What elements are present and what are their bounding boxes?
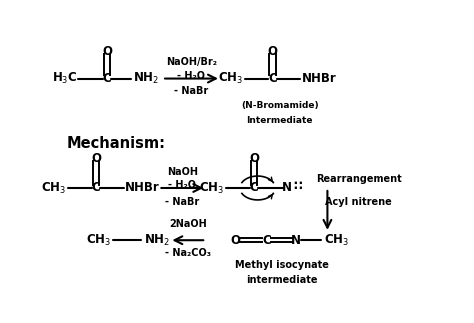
- Text: CH$_3$: CH$_3$: [42, 181, 66, 195]
- Text: N: N: [291, 234, 301, 247]
- Text: NH$_2$: NH$_2$: [133, 71, 159, 86]
- Text: O: O: [91, 151, 101, 165]
- Text: H$_3$C: H$_3$C: [52, 71, 78, 86]
- Text: O: O: [249, 151, 259, 165]
- Text: Acyl nitrene: Acyl nitrene: [325, 197, 392, 207]
- Text: NH$_2$: NH$_2$: [144, 233, 170, 248]
- Text: C: C: [103, 72, 111, 85]
- Text: NHBr: NHBr: [301, 72, 337, 85]
- Text: ∷: ∷: [294, 180, 302, 193]
- Text: CH$_3$: CH$_3$: [324, 233, 349, 248]
- Text: CH$_3$: CH$_3$: [200, 181, 225, 195]
- Text: - Na₂CO₃: - Na₂CO₃: [165, 248, 211, 258]
- Text: (N-Bromamide): (N-Bromamide): [241, 101, 319, 110]
- Text: CH$_3$: CH$_3$: [218, 71, 243, 86]
- Text: intermediate: intermediate: [246, 275, 317, 285]
- Text: C: C: [250, 182, 258, 194]
- Text: O: O: [102, 45, 112, 58]
- Text: Mechanism:: Mechanism:: [66, 136, 165, 151]
- Text: Methyl isocynate: Methyl isocynate: [235, 260, 328, 270]
- Text: - NaBr: - NaBr: [165, 197, 200, 207]
- Text: N: N: [282, 182, 292, 194]
- Text: O: O: [230, 234, 241, 247]
- Text: Intermediate: Intermediate: [246, 116, 313, 125]
- Text: C: C: [268, 72, 277, 85]
- Text: O: O: [267, 45, 277, 58]
- Text: 2NaOH: 2NaOH: [169, 219, 207, 229]
- Text: - H₂O: - H₂O: [177, 71, 206, 81]
- Text: C: C: [263, 234, 271, 247]
- Text: - H₂O: - H₂O: [168, 181, 196, 191]
- Text: CH$_3$: CH$_3$: [86, 233, 110, 248]
- Text: C: C: [91, 182, 100, 194]
- Text: NHBr: NHBr: [125, 182, 160, 194]
- Text: NaOH: NaOH: [167, 167, 198, 177]
- Text: Rearrangement: Rearrangement: [316, 174, 401, 184]
- Text: - NaBr: - NaBr: [174, 86, 209, 96]
- Text: NaOH/Br₂: NaOH/Br₂: [166, 57, 217, 68]
